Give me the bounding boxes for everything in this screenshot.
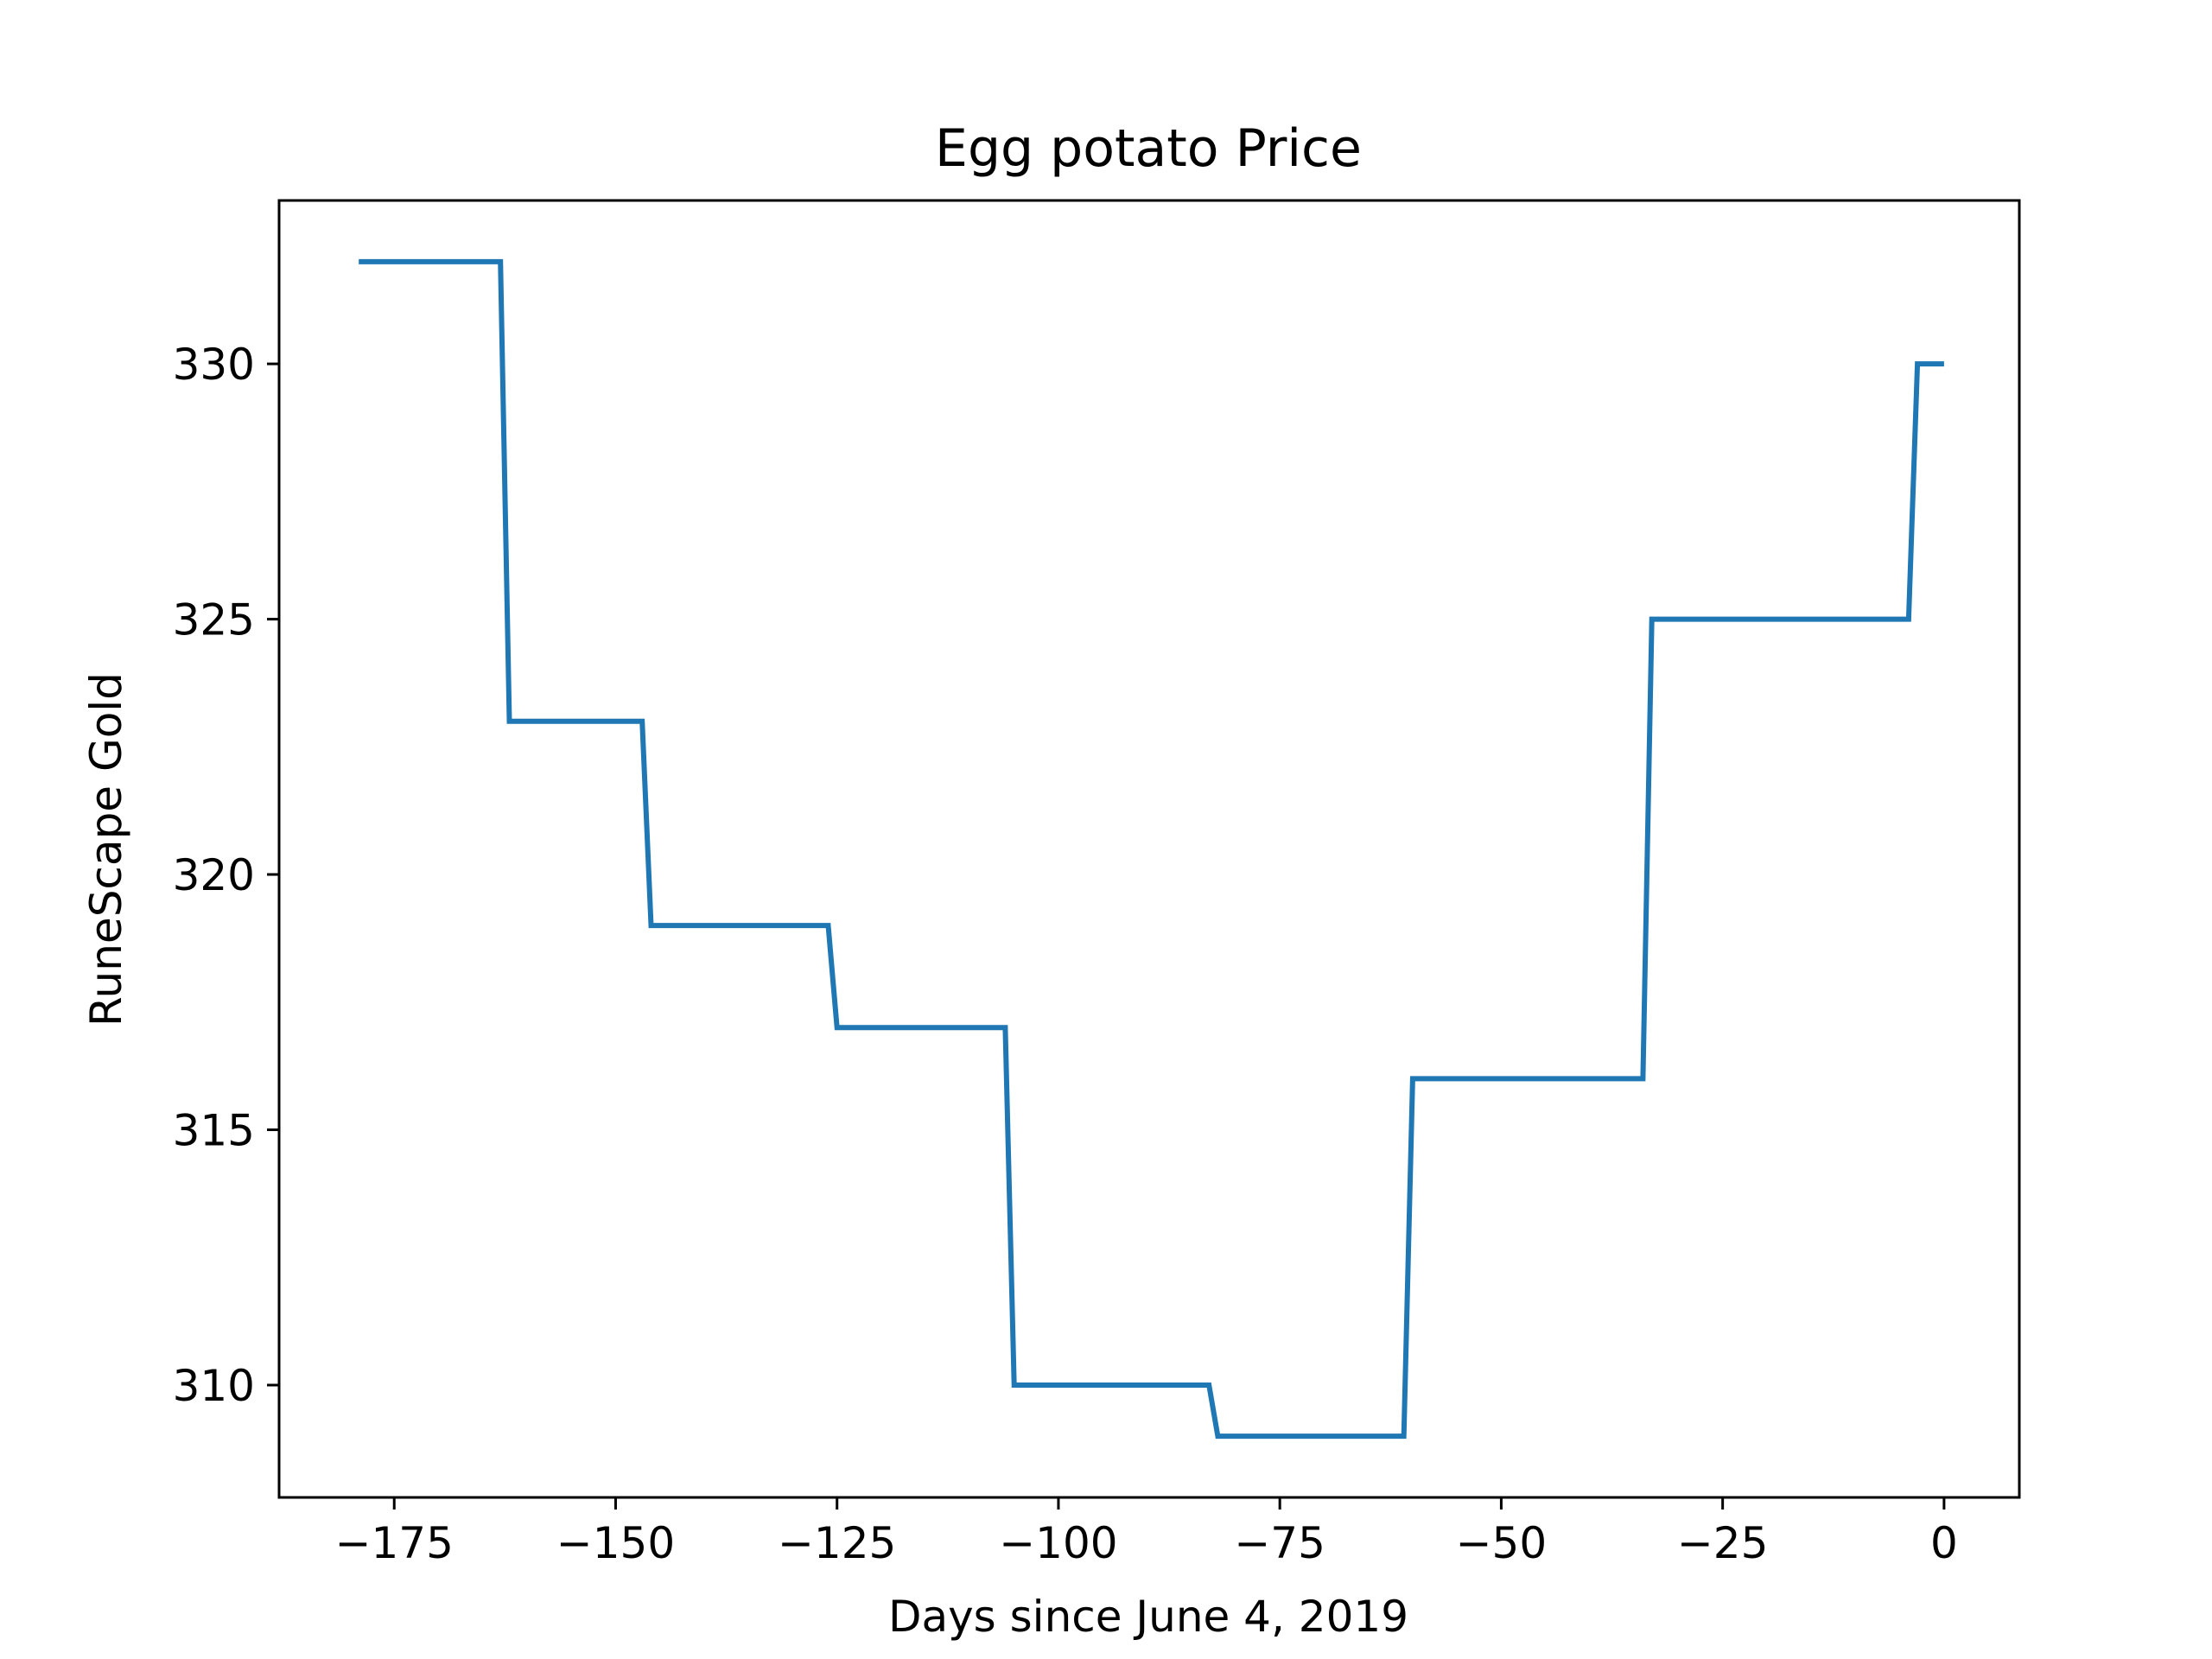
- x-tick-label: −125: [778, 1518, 896, 1568]
- plot-area: [277, 199, 2021, 1499]
- x-tick-label: −25: [1677, 1518, 1769, 1568]
- chart-title: Egg potato Price: [935, 118, 1362, 179]
- y-axis-ticks: 310 315 320 325 330: [173, 340, 279, 1411]
- y-tick-label: 325: [173, 595, 255, 645]
- y-tick-label: 310: [173, 1361, 255, 1411]
- x-tick-label: −75: [1234, 1518, 1325, 1568]
- x-axis-ticks: −175 −150 −125 −100 −75 −50 −25 0: [335, 1497, 1958, 1568]
- x-tick-label: −50: [1456, 1518, 1548, 1568]
- x-tick-label: −175: [335, 1518, 454, 1568]
- x-axis-label: Days since June 4, 2019: [888, 1592, 1408, 1642]
- axes-frame: [277, 199, 2021, 1499]
- x-tick-label: −150: [556, 1518, 675, 1568]
- x-tick-label: −100: [999, 1518, 1117, 1568]
- y-axis-label: RuneScape Gold: [81, 672, 131, 1027]
- series-line: [359, 258, 1944, 1440]
- x-tick-label: 0: [1930, 1518, 1958, 1568]
- y-tick-label: 320: [173, 850, 255, 900]
- y-tick-label: 330: [173, 340, 255, 390]
- y-tick-label: 315: [173, 1106, 255, 1156]
